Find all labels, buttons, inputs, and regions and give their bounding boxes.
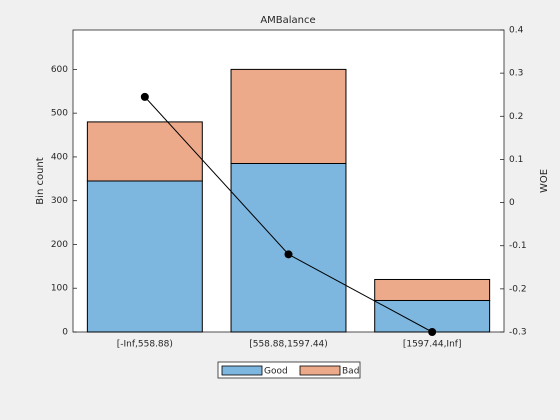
y-tick-label: 500	[51, 109, 68, 119]
woe-point	[140, 92, 149, 101]
y-axis-label: Bin count	[35, 157, 46, 204]
y-tick-label: 300	[51, 196, 68, 206]
y2-tick-label: -0.1	[509, 241, 527, 251]
legend: Good Bad	[217, 361, 361, 379]
y2-tick-label: 0.1	[509, 155, 523, 165]
bar-segment	[374, 299, 491, 333]
legend-swatch	[299, 365, 341, 376]
y2-tick-label: 0.2	[509, 112, 523, 122]
chart-title: AMBalance	[260, 15, 315, 26]
y-tick-label: 600	[51, 65, 68, 75]
legend-label: Bad	[342, 367, 359, 377]
y2-tick-label: 0	[509, 198, 515, 208]
y2-tick-label: 0.3	[509, 69, 523, 79]
bar-segment	[230, 162, 347, 333]
y-tick-label: 200	[51, 240, 68, 250]
x-tick-label: [1597.44,Inf]	[403, 340, 462, 350]
bar-segment	[86, 121, 203, 182]
woe-point	[284, 250, 293, 259]
legend-swatch	[221, 365, 263, 376]
legend-label: Good	[264, 367, 288, 377]
y2-axis-label: WOE	[539, 169, 550, 193]
bar-segment	[230, 68, 347, 164]
y-tick-label: 0	[62, 328, 68, 338]
y2-tick-label: -0.3	[509, 328, 527, 338]
x-tick-label: [-Inf,558.88)	[117, 340, 173, 350]
y2-tick-label: -0.2	[509, 284, 527, 294]
y-tick-label: 100	[51, 284, 68, 294]
y2-tick-label: 0.4	[509, 26, 524, 36]
x-tick-label: [558.88,1597.44)	[249, 340, 328, 350]
woe-point	[428, 328, 437, 336]
bar-segment	[374, 278, 491, 301]
bar-segment	[86, 180, 203, 333]
y-tick-label: 400	[51, 152, 68, 162]
